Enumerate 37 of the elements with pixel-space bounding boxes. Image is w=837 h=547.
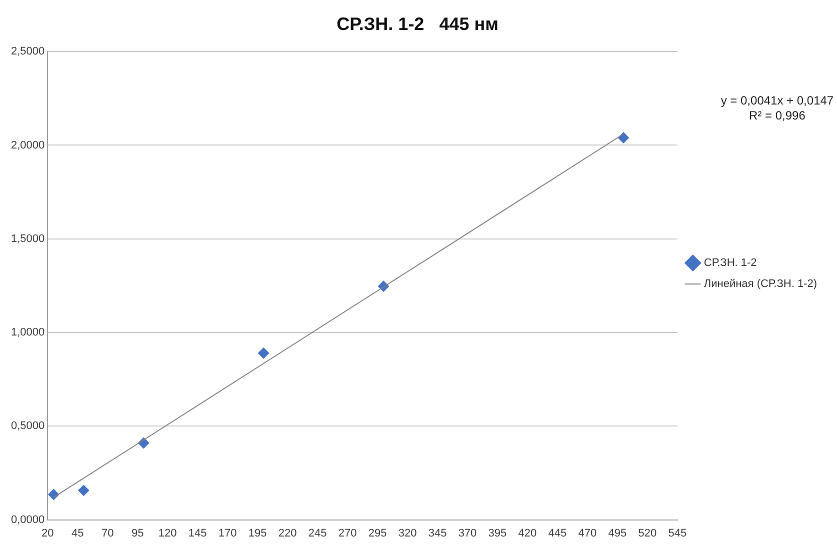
legend-label: СР.ЗН. 1-2 bbox=[704, 257, 757, 270]
y-tick-label: 0,0000 bbox=[10, 514, 45, 526]
x-tick-label: 170 bbox=[218, 527, 237, 540]
x-tick-label: 345 bbox=[428, 527, 447, 540]
x-tick-label: 520 bbox=[638, 527, 657, 540]
x-tick-label: 45 bbox=[72, 527, 84, 540]
y-tick-label: 2,5000 bbox=[10, 46, 45, 58]
x-tick-label: 270 bbox=[338, 527, 357, 540]
x-tick-label: 295 bbox=[368, 527, 387, 540]
point bbox=[78, 484, 90, 496]
x-tick-label: 195 bbox=[248, 527, 267, 540]
text: y = 0,0041x + 0,0147 bbox=[720, 93, 834, 108]
text: R² = 0,996 bbox=[749, 108, 806, 122]
chart-title: СР.ЗН. 1-2 445 нм bbox=[336, 14, 498, 34]
x-tick-label: 370 bbox=[458, 527, 477, 540]
x-tick-label: 445 bbox=[548, 527, 567, 540]
x-tick-label: 545 bbox=[668, 527, 687, 540]
y-tick-label: 1,5000 bbox=[10, 232, 45, 245]
point bbox=[258, 348, 270, 359]
y-tick-label: 2,0000 bbox=[10, 139, 45, 152]
y-tick-label: 0,5000 bbox=[10, 420, 45, 432]
x-tick-label: 245 bbox=[308, 527, 327, 540]
point bbox=[618, 132, 629, 144]
legend-label: Линейная (СР.ЗН. 1-2) bbox=[704, 278, 818, 290]
x-tick-label: 220 bbox=[278, 527, 297, 540]
x-tick-label: 420 bbox=[518, 527, 537, 540]
x-tick-label: 145 bbox=[188, 527, 207, 540]
y-tick-label: 1,0000 bbox=[10, 326, 45, 339]
x-tick-label: 495 bbox=[608, 527, 627, 540]
x-tick-label: 95 bbox=[131, 527, 144, 540]
x-tick-label: 320 bbox=[398, 527, 417, 540]
x-tick-label: 70 bbox=[101, 527, 114, 540]
x-tick-label: 470 bbox=[578, 527, 597, 540]
x-tick-label: 120 bbox=[158, 527, 177, 540]
x-tick-label: 20 bbox=[42, 527, 54, 540]
point bbox=[48, 489, 60, 500]
x-tick-label: 395 bbox=[488, 527, 507, 540]
